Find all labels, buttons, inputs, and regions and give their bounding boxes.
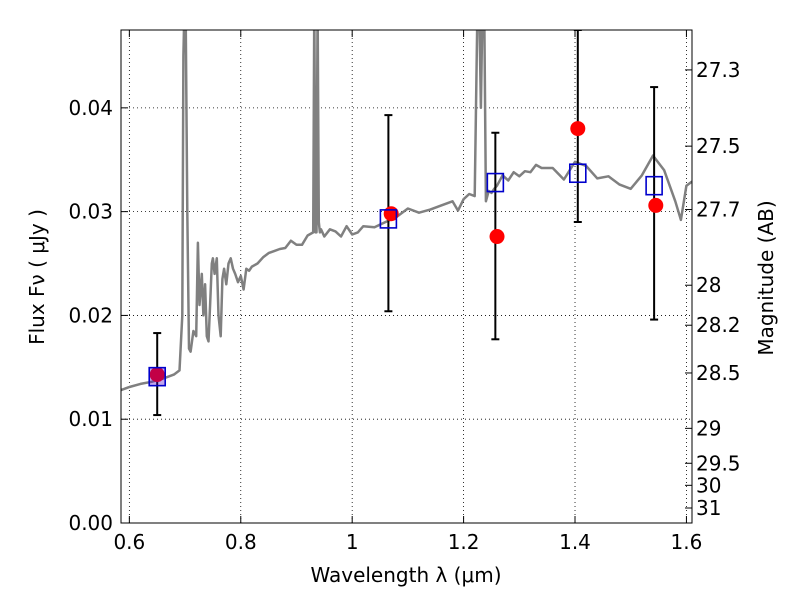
right-tick-label: 29.5 bbox=[696, 451, 741, 475]
right-tick-label: 30 bbox=[696, 473, 721, 497]
x-tick-label: 0.6 bbox=[113, 530, 145, 554]
flux-point bbox=[489, 229, 505, 245]
x-axis-label: Wavelength λ (μm) bbox=[310, 563, 501, 587]
y-axis-label: Flux Fν ( μJy ) bbox=[25, 209, 49, 345]
model-photometry-point bbox=[148, 366, 167, 387]
right-tick-label: 31 bbox=[696, 496, 721, 520]
flux-point bbox=[149, 367, 165, 383]
axis-ticks bbox=[121, 30, 692, 524]
right-axis-label: Magnitude (AB) bbox=[754, 200, 778, 355]
right-tick-label: 27.7 bbox=[696, 198, 741, 222]
x-tick-label: 0.8 bbox=[225, 530, 257, 554]
x-tick-label: 1.2 bbox=[448, 530, 480, 554]
model-photometry-point bbox=[645, 175, 663, 196]
right-tick-label: 27.3 bbox=[696, 58, 741, 82]
x-tick-label: 1.6 bbox=[671, 530, 703, 554]
model-spectrum-line bbox=[121, 30, 692, 392]
model-photometry-point bbox=[568, 163, 587, 184]
model-photometry-point bbox=[379, 209, 398, 229]
y-tick-label: 0.01 bbox=[68, 407, 113, 431]
marker-layer bbox=[148, 121, 664, 387]
flux-point bbox=[648, 197, 664, 213]
x-tick-label: 1 bbox=[346, 530, 359, 554]
y-tick-label: 0.03 bbox=[68, 200, 113, 224]
y-tick-label: 0.04 bbox=[68, 96, 113, 120]
right-tick-label: 29 bbox=[696, 416, 721, 440]
spectrum-layer bbox=[121, 30, 692, 392]
y-tick-label: 0.02 bbox=[68, 303, 113, 327]
model-photometry-point bbox=[486, 172, 505, 193]
y-tick-label: 0.00 bbox=[68, 511, 113, 535]
flux-point bbox=[570, 121, 586, 137]
right-tick-label: 28 bbox=[696, 273, 721, 297]
plot-background bbox=[121, 30, 692, 523]
right-tick-label: 27.5 bbox=[696, 134, 741, 158]
axis-tick-labels: 0.6 0.8 1 1.2 1.4 1.6 0.00 0.01 0.02 0.03 0.04 27.3… bbox=[68, 58, 740, 554]
x-tick-label: 1.4 bbox=[559, 530, 591, 554]
plot-frame bbox=[120, 29, 693, 524]
right-tick-label: 28.5 bbox=[696, 361, 741, 385]
right-tick-label: 28.2 bbox=[696, 313, 741, 337]
